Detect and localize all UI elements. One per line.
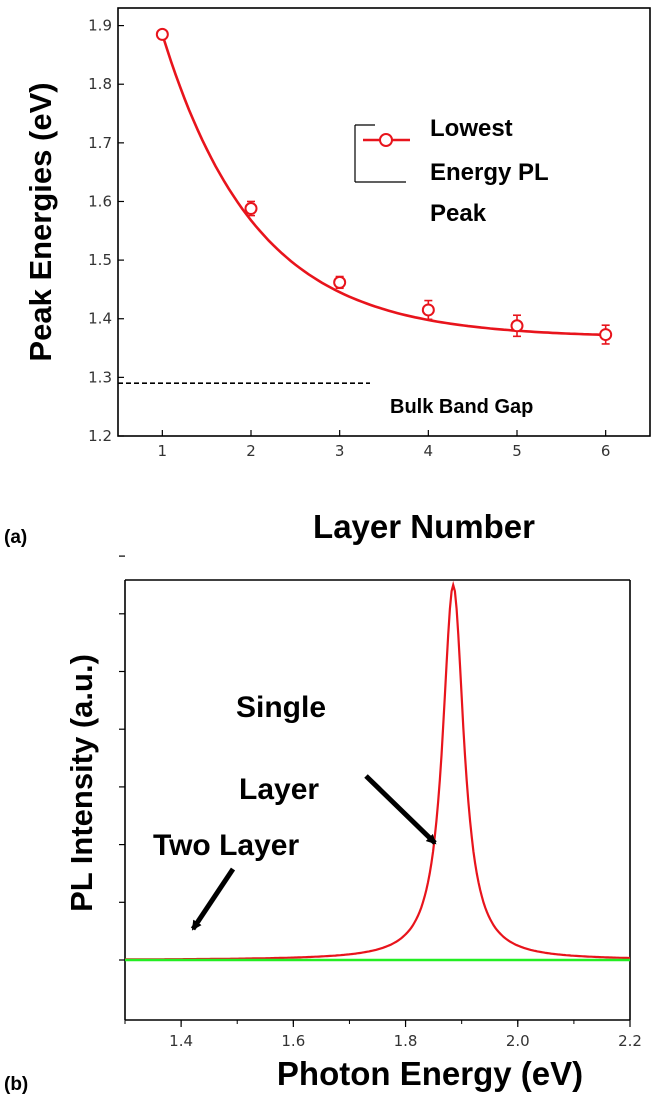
y-axis-title-b: PL Intensity (a.u.): [64, 654, 99, 912]
x-tick-label: 1.6: [281, 1032, 305, 1050]
y-tick-label: 1.4: [88, 310, 112, 328]
two-layer-label: Two Layer: [153, 829, 299, 862]
x-tick-label: 1: [158, 442, 168, 460]
data-points-a: [155, 27, 613, 345]
data-point: [421, 303, 435, 317]
fit-curve-a: [161, 34, 606, 337]
x-axis-title-a: Layer Number: [313, 508, 535, 545]
panel-b: 1.4 1.6 1.8 2.0 2.2 Single Layer Two Layer P…: [4, 555, 642, 1095]
y-tick-label: 1.7: [88, 134, 112, 152]
data-point: [244, 202, 258, 216]
single-layer-label-line1: Single: [236, 691, 326, 724]
panel-label-a: (a): [4, 527, 27, 548]
two-layer-arrow: [190, 867, 236, 931]
legend-label-line1: Lowest: [430, 115, 513, 142]
panel-a: 1.2 1.3 1.4 1.5 1.6 1.7 1.8 1.9 1 2 3 4 5 6 Bulk Ban…: [4, 7, 651, 548]
y-tick-label: 1.8: [88, 75, 112, 93]
legend-label-line2: Energy PL: [430, 159, 549, 186]
x-tick-label: 6: [601, 442, 611, 460]
legend-label-line3: Peak: [430, 200, 487, 227]
x-tick-label: 2: [246, 442, 256, 460]
bulk-band-gap-label: Bulk Band Gap: [390, 396, 533, 418]
x-tick-label: 4: [424, 442, 434, 460]
data-point: [599, 328, 613, 342]
legend-marker-swatch: [379, 133, 393, 147]
y-tick-label: 1.6: [88, 192, 112, 210]
single-layer-label-line2: Layer: [239, 773, 319, 806]
single-layer-spectrum: [125, 580, 630, 961]
x-tick-label: 1.4: [169, 1032, 193, 1050]
x-ticks-b: 1.4 1.6 1.8 2.0 2.2: [124, 1020, 642, 1050]
panel-label-b: (b): [4, 1074, 28, 1095]
y-ticks-b: [119, 555, 125, 961]
data-point: [510, 319, 524, 333]
x-tick-label: 1.8: [394, 1032, 418, 1050]
x-ticks-a: 1 2 3 4 5 6: [158, 430, 611, 460]
y-tick-label: 1.3: [88, 368, 112, 386]
x-tick-label: 3: [335, 442, 345, 460]
single-layer-arrow: [364, 774, 437, 845]
x-tick-label: 2.0: [506, 1032, 530, 1050]
y-tick-label: 1.2: [88, 427, 112, 445]
y-tick-label: 1.5: [88, 251, 112, 269]
plot-frame-b: [125, 580, 630, 740]
y-axis-title-a: Peak Energies (eV): [23, 82, 58, 361]
data-point: [333, 275, 347, 289]
y-ticks-a: 1.2 1.3 1.4 1.5 1.6 1.7 1.8 1.9: [88, 17, 124, 445]
data-point: [155, 27, 169, 41]
x-tick-label: 5: [512, 442, 522, 460]
legend-a: Lowest Energy PL Peak: [354, 115, 549, 227]
plot-frame-a: [117, 7, 651, 437]
x-axis-title-b: Photon Energy (eV): [277, 1055, 583, 1092]
y-tick-label: 1.9: [88, 17, 112, 35]
x-tick-label: 2.2: [618, 1032, 642, 1050]
